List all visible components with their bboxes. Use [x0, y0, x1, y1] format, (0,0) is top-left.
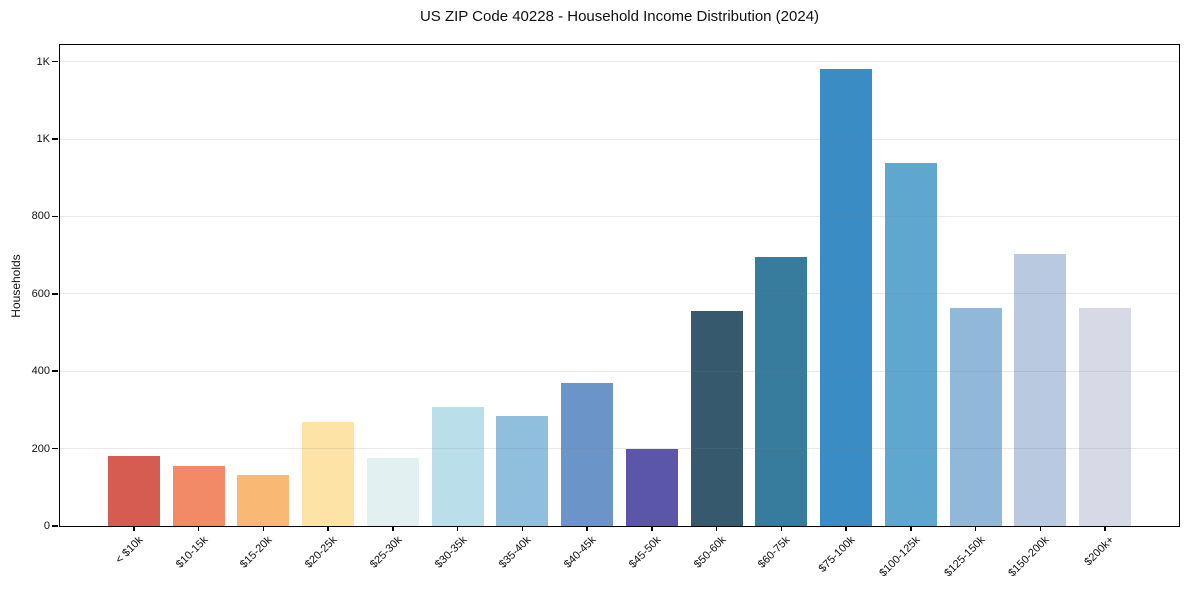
- bar: [237, 475, 290, 526]
- bar: [1079, 307, 1131, 526]
- y-tick: [52, 293, 58, 295]
- plot-area: 0 200 400 600 800 1K 1K < $10k $10-15k $15-20k $20…: [9, 44, 1180, 580]
- y-axis-label: Households: [9, 253, 23, 318]
- y-tick-label: 1K: [36, 133, 50, 146]
- y-tick: [52, 215, 58, 218]
- y-tick: [52, 370, 58, 372]
- y-tick-label: 600: [31, 287, 50, 300]
- x-tick: [262, 526, 265, 531]
- y-tick-label: 800: [31, 210, 50, 223]
- bars-layer: [60, 45, 1179, 526]
- x-tick: [910, 526, 912, 531]
- x-tick: [651, 526, 653, 531]
- x-tick: [521, 526, 524, 531]
- bar: [366, 457, 419, 526]
- x-tick: [974, 526, 977, 531]
- x-tick: [456, 526, 459, 531]
- y-tick: [52, 525, 58, 527]
- bar: [496, 415, 549, 526]
- bar: [108, 455, 160, 526]
- y-tick-label: 1K: [36, 55, 50, 68]
- x-tick: [197, 526, 200, 531]
- x-tick: [133, 526, 135, 531]
- y-tick-label: 0: [43, 520, 50, 532]
- bar: [561, 382, 614, 526]
- bar: [755, 256, 808, 526]
- x-tick: [1104, 526, 1106, 531]
- bar: [820, 68, 873, 526]
- bar: [884, 163, 937, 526]
- y-tick: [52, 138, 58, 140]
- x-tick: [327, 526, 329, 531]
- axis-layer: 0 200 400 600 800 1K 1K < $10k $10-15k $15-20k $20…: [32, 45, 1179, 580]
- x-tick-label: < $10k: [113, 534, 146, 567]
- x-tick: [780, 526, 783, 531]
- chart-title: US ZIP Code 40228 - Household Income Dis…: [419, 8, 820, 25]
- bar: [949, 307, 1002, 526]
- bar: [302, 421, 355, 526]
- y-tick-label: 200: [31, 442, 50, 455]
- x-tick: [586, 526, 588, 531]
- x-tick: [1039, 526, 1042, 531]
- bar: [625, 448, 678, 526]
- bar: [1014, 253, 1067, 526]
- y-tick: [52, 447, 58, 450]
- y-tick: [52, 60, 58, 63]
- x-tick: [845, 526, 847, 531]
- x-tick: [392, 526, 394, 531]
- bar: [690, 310, 743, 526]
- bar: [172, 466, 225, 526]
- x-tick: [715, 526, 718, 531]
- y-tick-label: 400: [31, 365, 50, 378]
- bar: [431, 406, 484, 526]
